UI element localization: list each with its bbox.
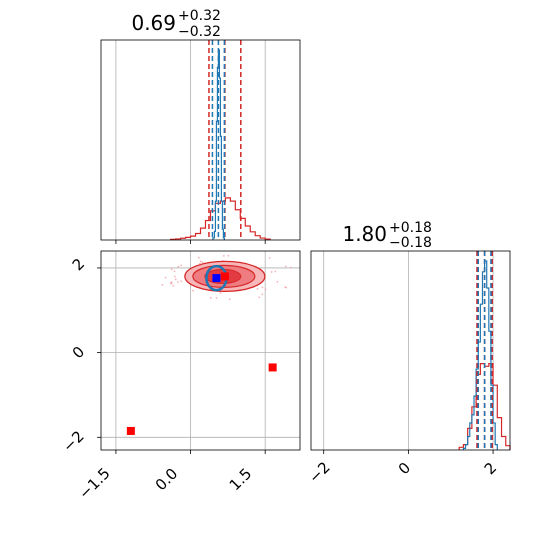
p2d-sample-25 xyxy=(227,254,230,257)
p2d-sample-20 xyxy=(192,289,195,292)
p2d-sample-14 xyxy=(172,285,175,287)
tick-label-p1-0: −1.5 xyxy=(75,464,113,502)
p2d-sample-11 xyxy=(289,266,292,269)
tick-labels: −1.5 0.0 1.5 2 0 −2 −2 0 2 xyxy=(59,255,500,503)
p2d-sample-5 xyxy=(209,296,212,299)
p2d-sample-23 xyxy=(174,278,177,281)
p2d-sample-32 xyxy=(161,283,164,286)
tick-label-p2y-0: 2 xyxy=(69,255,88,274)
p3-hist-blue xyxy=(462,260,498,450)
p2d-sample-21 xyxy=(285,286,288,289)
p2d-marker-blue xyxy=(212,274,221,283)
p2d-sample-24 xyxy=(180,264,183,267)
title-p2-value: 1.80 xyxy=(342,222,387,246)
tick-label-p2x-0: −2 xyxy=(305,458,333,486)
title-p2: 1.80 +0.18 −0.18 xyxy=(342,220,431,251)
p2d-sample-16 xyxy=(258,296,261,299)
title-p2-minus: −0.18 xyxy=(389,235,432,251)
p2d-sample-22 xyxy=(228,298,231,301)
p2d-sample-4 xyxy=(177,265,180,268)
p1-frame xyxy=(100,39,301,241)
tick-label-p2x-2: 2 xyxy=(481,459,500,478)
p2d-sample-9 xyxy=(170,268,173,271)
p2d-sample-31 xyxy=(170,282,173,285)
p2d-marker-red-1 xyxy=(268,363,277,372)
p2d-sample-17 xyxy=(176,281,179,283)
p2d-sample-26 xyxy=(256,287,259,290)
p2d-sample-27 xyxy=(180,280,183,282)
p2d-sample-18 xyxy=(173,270,176,273)
title-p1-minus: −0.32 xyxy=(178,24,221,40)
p2d-sample-36 xyxy=(215,297,218,299)
p2d-sample-13 xyxy=(270,271,273,273)
tick-label-p1-1: 0.0 xyxy=(152,465,182,495)
p2d-sample-7 xyxy=(174,275,176,278)
p2d-sample-8 xyxy=(201,261,204,264)
p2d-sample-12 xyxy=(264,288,267,291)
title-p1: 0.69 +0.32 −0.32 xyxy=(131,8,220,40)
panel-hist-p2 xyxy=(310,250,511,454)
tick-label-p1-2: 1.5 xyxy=(226,465,256,495)
p2d-sample-39 xyxy=(222,254,225,257)
p2d-sample-28 xyxy=(276,280,279,283)
p2d-sample-1 xyxy=(261,286,264,289)
p2d-marker-red-0 xyxy=(220,272,229,281)
p2d-sample-29 xyxy=(197,256,200,259)
title-p2-plus: +0.18 xyxy=(389,220,432,236)
p2d-sample-19 xyxy=(261,293,264,296)
p2d-sample-33 xyxy=(170,281,173,283)
p2d-sample-34 xyxy=(219,292,222,294)
panel-hist-p1 xyxy=(100,39,301,244)
p2d-sample-30 xyxy=(274,270,277,273)
tick-label-p2y-1: 0 xyxy=(69,343,88,362)
p2d-sample-37 xyxy=(268,257,271,259)
p1-hist-red xyxy=(170,197,271,240)
p2d-frame xyxy=(100,250,301,451)
tick-label-p2y-2: −2 xyxy=(59,427,87,455)
title-p1-value: 0.69 xyxy=(131,11,176,35)
p2d-sample-15 xyxy=(199,260,202,263)
title-p1-plus: +0.32 xyxy=(178,8,221,24)
tick-label-p2x-1: 0 xyxy=(395,459,414,478)
p2d-sample-0 xyxy=(164,276,167,279)
panel-2d-p1-p2 xyxy=(97,250,301,454)
p3-frame xyxy=(310,250,511,451)
p2d-sample-38 xyxy=(284,265,287,268)
p2d-marker-red-2 xyxy=(126,426,135,435)
